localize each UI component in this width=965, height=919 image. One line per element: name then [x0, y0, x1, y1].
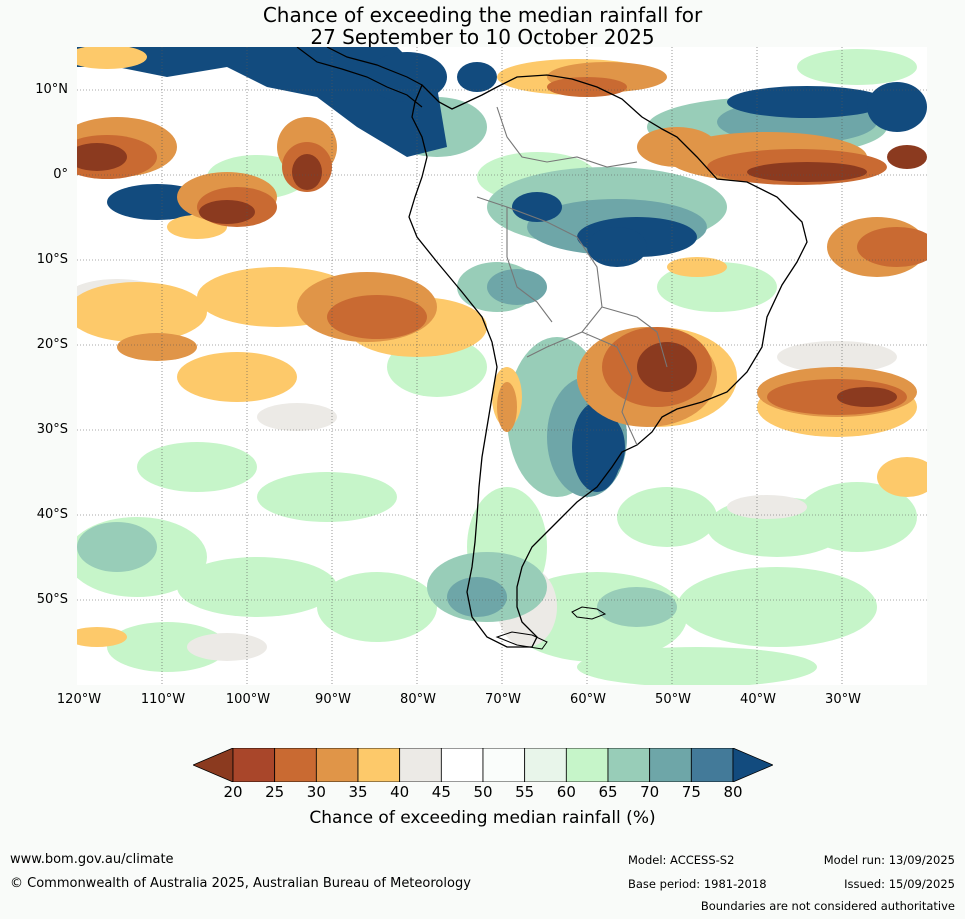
colorbar-swatch — [565, 747, 609, 783]
lat-label-10n: 10°N — [35, 82, 68, 97]
colorbar-tick-label: 70 — [640, 783, 660, 801]
lat-label-10s: 10°S — [36, 252, 68, 267]
colorbar-tick-label: 65 — [598, 783, 618, 801]
colorbar-tick-label: 35 — [348, 783, 368, 801]
colorbar-swatch — [524, 747, 567, 783]
colorbar-tick-label: 60 — [556, 783, 576, 801]
lon-label-100w: 100°W — [225, 692, 271, 707]
lowest-chance-regions — [77, 143, 927, 407]
lon-label-60w: 60°W — [570, 692, 606, 707]
boundary-disclaimer: Boundaries are not considered authoritat… — [700, 899, 955, 913]
lon-label-40w: 40°W — [740, 692, 776, 707]
colorbar-swatch — [357, 747, 401, 783]
colorbar-tick-label: 45 — [431, 783, 451, 801]
copyright-text: © Commonwealth of Australia 2025, Austra… — [10, 876, 471, 891]
lon-label-110w: 110°W — [140, 692, 186, 707]
colorbar-extend-low — [191, 747, 234, 783]
colorbar-tick-label: 25 — [265, 783, 285, 801]
colorbar-tick-label: 55 — [515, 783, 535, 801]
colorbar-tick-label: 30 — [306, 783, 326, 801]
base-period: Base period: 1981-2018 — [628, 877, 767, 891]
colorbar-swatch — [690, 747, 734, 783]
colorbar-tick-label: 40 — [390, 783, 410, 801]
colorbar-tick-label: 80 — [723, 783, 743, 801]
rainfall-map — [77, 47, 927, 685]
colorbar-swatch — [399, 747, 442, 783]
website-link[interactable]: www.bom.gov.au/climate — [10, 852, 174, 867]
colorbar — [191, 747, 775, 783]
colorbar-extend-high — [732, 747, 775, 783]
lon-label-90w: 90°W — [315, 692, 351, 707]
lat-label-20s: 20°S — [36, 337, 68, 352]
model-name: Model: ACCESS-S2 — [628, 853, 735, 867]
colorbar-swatch — [482, 747, 526, 783]
lon-label-30w: 30°W — [825, 692, 861, 707]
colorbar-swatch — [649, 747, 692, 783]
tierra-del-fuego — [495, 631, 548, 650]
colorbar-svg — [191, 747, 775, 783]
lon-label-80w: 80°W — [400, 692, 436, 707]
country-borders — [476, 106, 668, 446]
title-line-2: 27 September to 10 October 2025 — [310, 25, 655, 49]
model-run: Model run: 13/09/2025 — [823, 853, 955, 867]
central-america-coastline — [296, 47, 423, 108]
colorbar-swatch — [607, 747, 651, 783]
colorbar-tick-label: 50 — [473, 783, 493, 801]
lat-label-30s: 30°S — [36, 422, 68, 437]
colorbar-swatch — [232, 747, 276, 783]
lon-label-70w: 70°W — [485, 692, 521, 707]
lat-label-0: 0° — [53, 167, 68, 182]
colorbar-swatch — [440, 747, 484, 783]
falklands — [571, 606, 607, 620]
colorbar-tick-label: 20 — [223, 783, 243, 801]
map-svg — [77, 47, 927, 685]
colorbar-tick-label: 75 — [681, 783, 701, 801]
lon-label-50w: 50°W — [655, 692, 691, 707]
colorbar-swatch — [315, 747, 359, 783]
issued-date: Issued: 15/09/2025 — [844, 877, 955, 891]
colorbar-label: Chance of exceeding median rainfall (%) — [309, 808, 656, 828]
title-line-1: Chance of exceeding the median rainfall … — [262, 3, 703, 27]
lon-label-120w: 120°W — [56, 692, 102, 707]
map-title: Chance of exceeding the median rainfall … — [0, 4, 965, 48]
graticule — [77, 47, 927, 685]
colorbar-swatch — [274, 747, 317, 783]
lat-label-50s: 50°S — [36, 592, 68, 607]
south-america-coastline — [408, 74, 808, 648]
lat-label-40s: 40°S — [36, 507, 68, 522]
